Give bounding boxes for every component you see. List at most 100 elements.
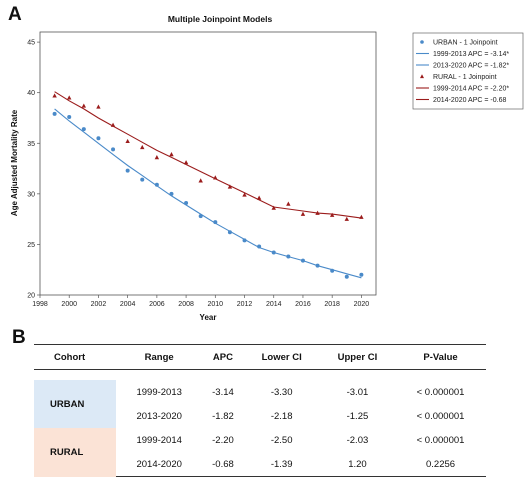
legend-entry: 1999-2013 APC = -3.14* xyxy=(433,51,509,58)
legend-items: URBAN - 1 Joinpoint 1999-2013 APC = -3.14… xyxy=(416,39,509,104)
data-point-series-0 xyxy=(213,220,218,225)
cell-lower-ci: -1.39 xyxy=(243,452,320,477)
fitted-line-series-0 xyxy=(54,108,362,279)
y-tick-label: 25 xyxy=(27,242,35,249)
cell-p-value: 0.2256 xyxy=(395,452,486,477)
cohort-rural: RURAL xyxy=(34,428,116,477)
header-upper-ci: Upper CI xyxy=(319,344,396,370)
header-apc: APC xyxy=(202,344,244,370)
data-point-series-1 xyxy=(110,122,116,127)
x-tick-label: 2002 xyxy=(91,301,107,308)
data-point-series-0 xyxy=(286,254,291,259)
data-point-series-0 xyxy=(169,191,174,196)
header-cohort: Cohort xyxy=(34,344,116,370)
x-tick-label: 2020 xyxy=(354,301,370,308)
x-tick-label: 2018 xyxy=(324,301,340,308)
data-point-series-1 xyxy=(52,93,57,98)
data-point-series-0 xyxy=(198,214,203,219)
cell-apc: -2.20 xyxy=(212,434,234,446)
cell-lower-ci: -2.50 xyxy=(270,434,293,446)
data-point-series-1 xyxy=(183,160,189,165)
data-point-series-0 xyxy=(184,200,189,205)
x-tick-label: 2010 xyxy=(208,301,224,308)
y-axis: 20 25 30 35 40 45 xyxy=(27,40,40,300)
data-point-series-0 xyxy=(81,127,86,132)
data-point-series-1 xyxy=(329,212,335,217)
data-point-series-0 xyxy=(242,238,247,243)
header-p-value: P-Value xyxy=(395,344,486,370)
panel-b-label: B xyxy=(12,327,26,348)
data-point-series-0 xyxy=(67,114,72,119)
data-point-series-0 xyxy=(330,268,335,273)
data-point-series-1 xyxy=(286,201,291,206)
data-point-series-0 xyxy=(257,244,262,249)
data-point-series-1 xyxy=(198,178,203,183)
y-axis-title: Age Adjusted Mortality Rate xyxy=(10,109,19,216)
cell-lower-ci: -3.30 xyxy=(270,386,293,398)
header-range: Range xyxy=(116,344,203,370)
legend-entry: 2013-2020 APC = -1.82* xyxy=(433,62,509,69)
cohort-urban: URBAN xyxy=(34,380,116,428)
cell-p-value: < 0.000001 xyxy=(416,434,465,446)
data-point-series-1 xyxy=(359,214,364,219)
data-point-series-0 xyxy=(52,111,57,116)
y-tick-label: 30 xyxy=(27,191,35,198)
x-tick-label: 2016 xyxy=(295,301,311,308)
table-row: 2014-2020 -0.68 -1.39 1.20 0.2256 xyxy=(34,452,486,477)
data-point-series-0 xyxy=(359,272,364,277)
data-point-series-1 xyxy=(169,151,174,157)
x-tick-label: 2006 xyxy=(149,301,165,308)
legend-entry: 2014-2020 APC = -0.68 xyxy=(433,97,506,104)
table-row: URBAN 1999-2013 -3.14 -3.30 -3.01 < 0.00… xyxy=(34,380,486,428)
x-tick-label: 2014 xyxy=(266,301,282,308)
x-tick-label: 2000 xyxy=(61,301,77,308)
legend-entry: RURAL - 1 Joinpoint xyxy=(433,74,497,81)
data-point-series-0 xyxy=(111,147,116,152)
legend xyxy=(412,32,524,110)
cell-p-value: < 0.000001 xyxy=(416,410,465,422)
data-point-series-1 xyxy=(96,104,101,109)
data-point-series-0 xyxy=(344,274,349,279)
plot-frame xyxy=(39,31,377,296)
data-point-series-0 xyxy=(140,177,145,182)
cell-range: 2014-2020 xyxy=(116,452,203,477)
data-point-series-1 xyxy=(344,216,349,221)
cell-upper-ci: -2.03 xyxy=(346,434,369,446)
y-tick-label: 40 xyxy=(27,90,35,97)
table-header-row: Cohort Range APC Lower CI Upper CI P-Val… xyxy=(34,344,486,370)
data-point-series-1 xyxy=(154,155,160,160)
joinpoint-chart: Multiple Joinpoint Models 1998 2000 2002 20… xyxy=(10,14,524,322)
data-point-series-0 xyxy=(125,168,130,173)
x-tick-label: 2004 xyxy=(120,301,136,308)
cell-range: 1999-2013 xyxy=(136,386,182,398)
data-point-series-0 xyxy=(154,182,159,187)
data-point-series-1 xyxy=(81,103,87,108)
data-point-series-1 xyxy=(140,144,145,150)
apc-table: Cohort Range APC Lower CI Upper CI P-Val… xyxy=(34,344,486,477)
panel-a-label: A xyxy=(8,4,22,25)
cell-lower-ci: -2.18 xyxy=(270,410,293,422)
cell-apc: -0.68 xyxy=(202,452,244,477)
data-point-series-1 xyxy=(300,211,306,216)
data-point-series-0 xyxy=(227,230,232,235)
header-lower-ci: Lower CI xyxy=(243,344,320,370)
data-point-series-1 xyxy=(227,184,233,189)
data-point-series-1 xyxy=(213,175,218,180)
data-point-series-1 xyxy=(125,138,130,144)
chart-title: Multiple Joinpoint Models xyxy=(168,14,273,24)
cell-p-value: < 0.000001 xyxy=(416,386,465,398)
data-point-series-1 xyxy=(256,195,262,200)
table-row: 2013-2020 -1.82 -2.18 -1.25 < 0.000001 xyxy=(34,404,486,428)
legend-entry: URBAN - 1 Joinpoint xyxy=(433,39,498,46)
cell-upper-ci: 1.20 xyxy=(319,452,396,477)
y-tick-label: 45 xyxy=(27,40,35,47)
x-axis: 1998 2000 2002 2004 2006 2008 2010 2012 2014 2016… xyxy=(32,295,369,308)
legend-marker-circle xyxy=(420,40,424,44)
x-tick-label: 2012 xyxy=(237,301,253,308)
series-layer xyxy=(52,91,364,279)
data-point-series-1 xyxy=(67,95,72,100)
table-row: RURAL 1999-2014 -2.20 -2.50 -2.03 < 0.00… xyxy=(34,428,486,477)
legend-marker-triangle xyxy=(420,74,424,79)
data-point-series-0 xyxy=(96,136,101,141)
data-point-series-0 xyxy=(300,258,305,263)
